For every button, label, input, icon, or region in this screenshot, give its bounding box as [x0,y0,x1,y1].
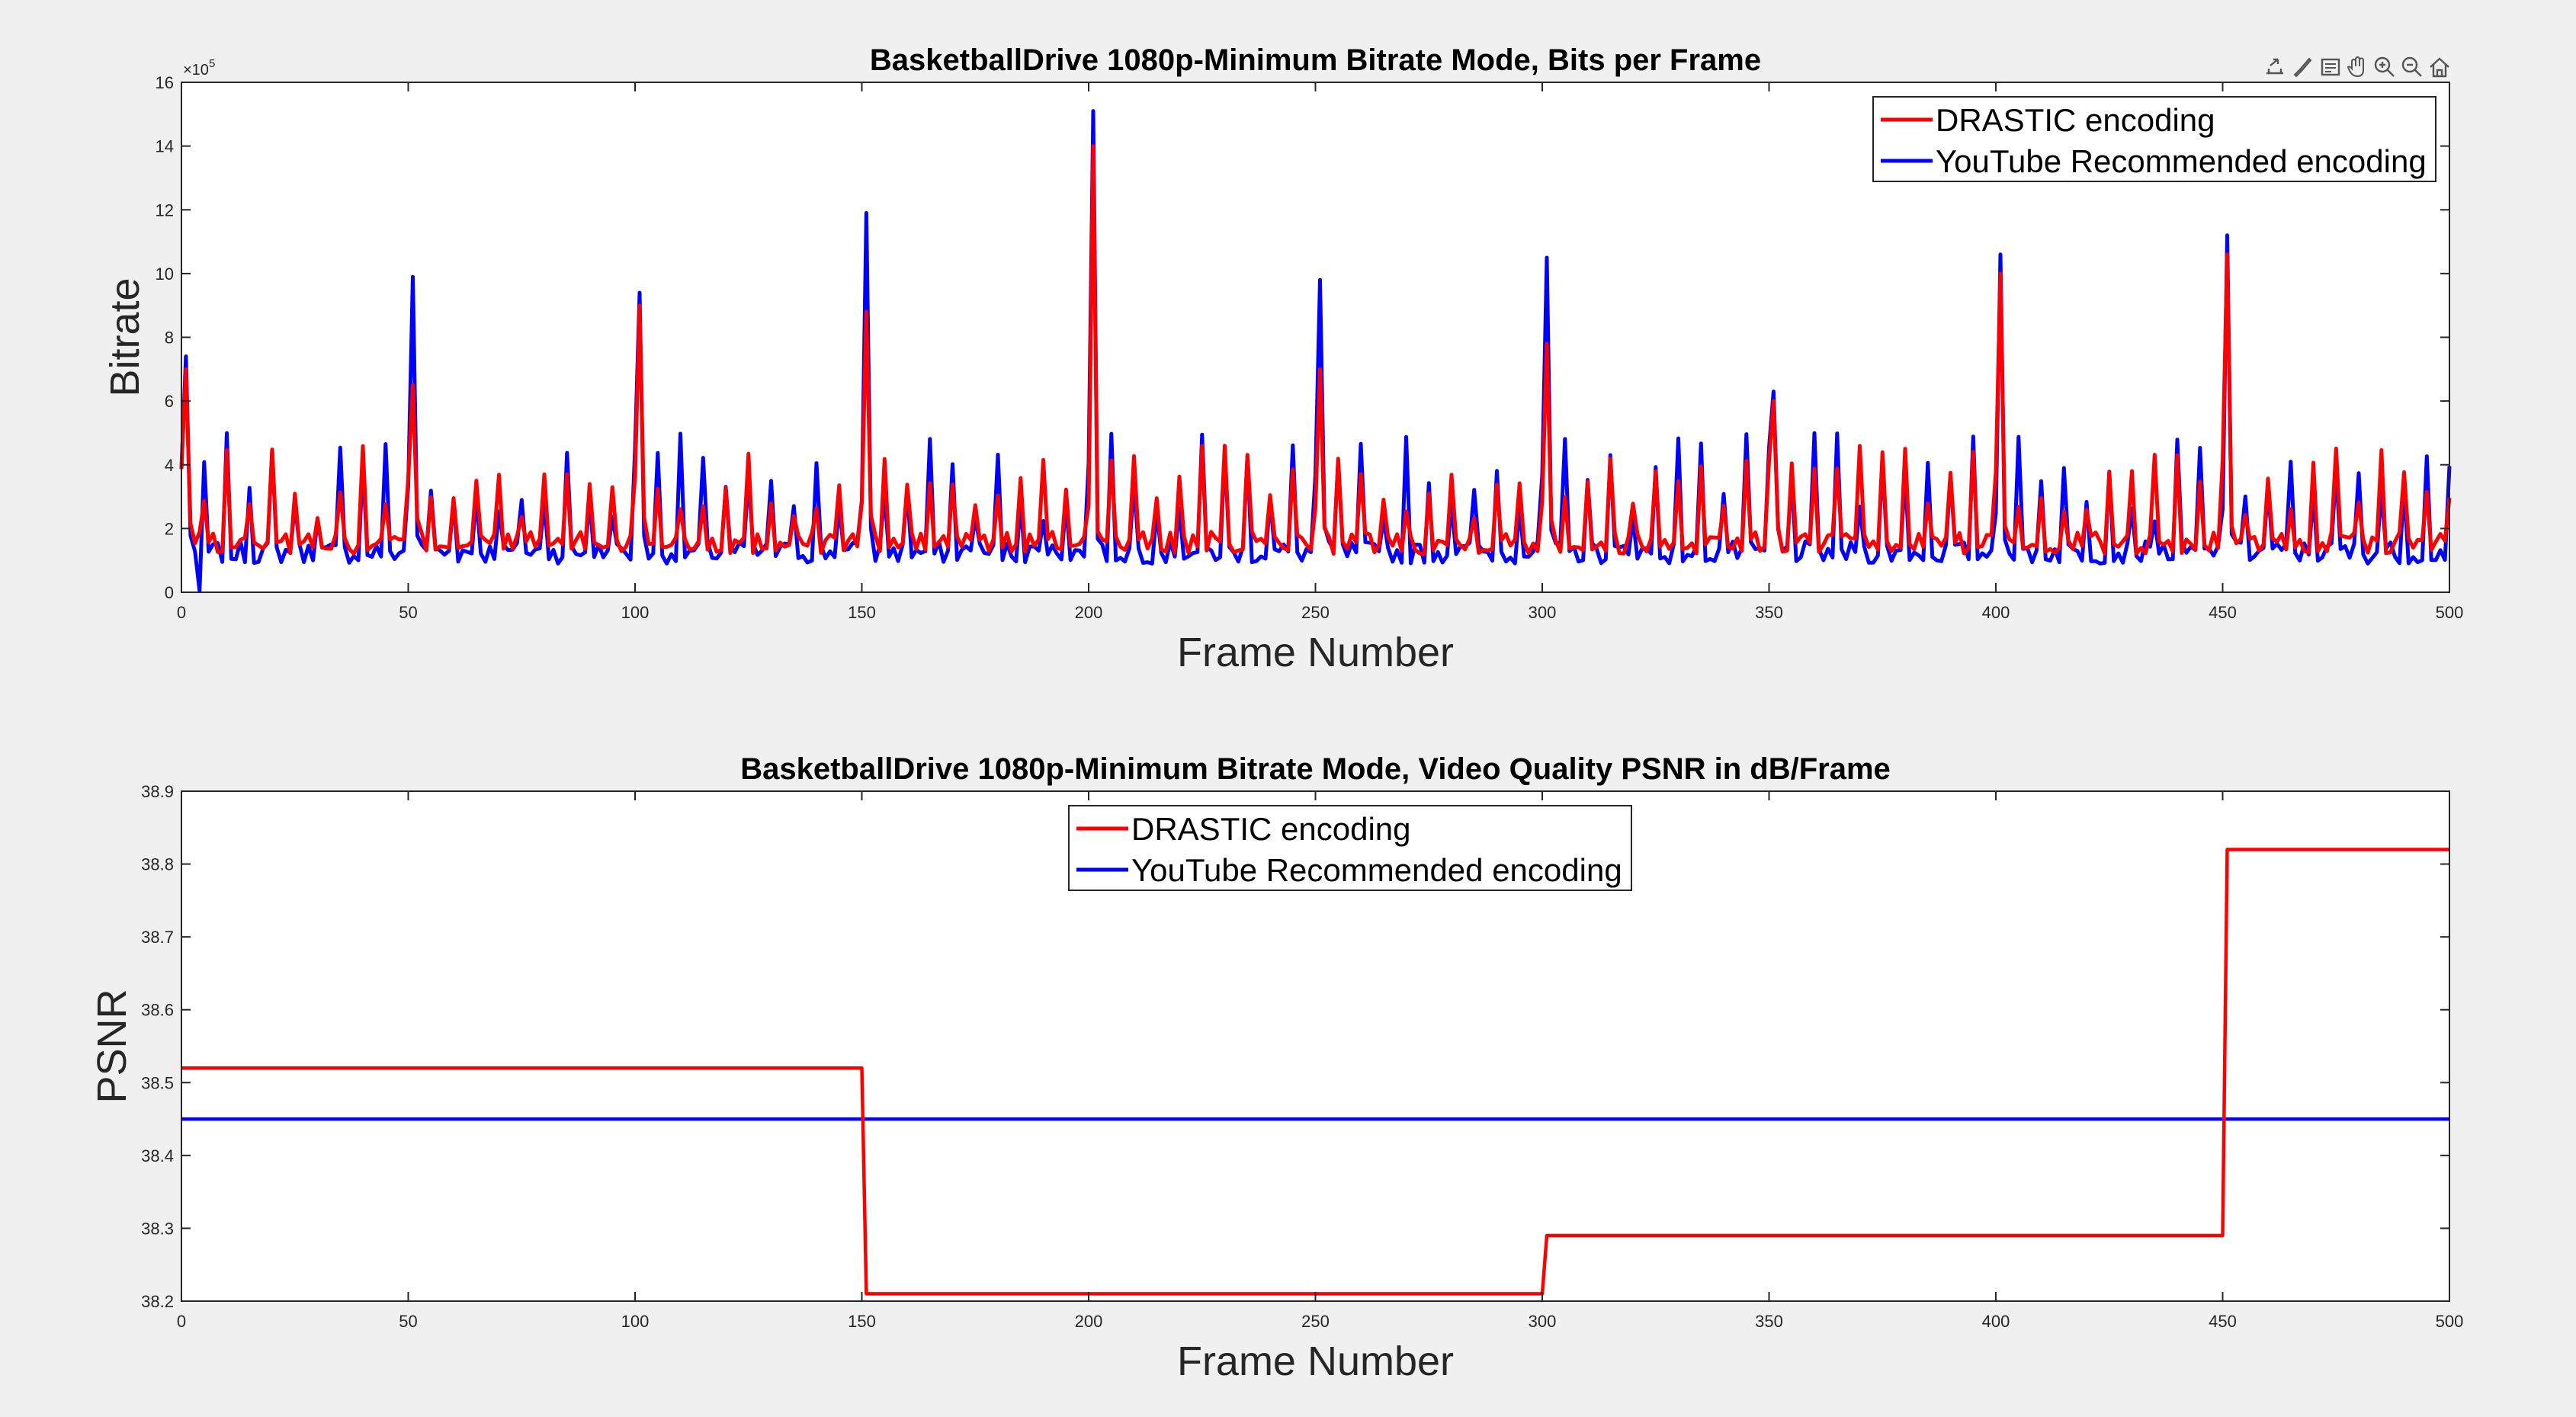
pan-icon[interactable] [2345,55,2369,79]
y-tick-label: 0 [165,583,174,602]
x-tick-label: 100 [621,1312,650,1331]
x-tick-label: 300 [1529,603,1557,622]
legend-box [1068,805,1632,891]
y-tick-label: 38.5 [141,1073,174,1092]
bitrate-series-group [179,109,2452,593]
series-line-drastic [179,144,2452,556]
x-tick-label: 100 [621,603,650,622]
x-tick-label: 150 [848,1312,876,1331]
bitrate-y-exponent-power: 5 [209,57,215,70]
bitrate-x-axis-label: Frame Number [1177,630,1454,675]
x-tick-label: 200 [1075,1312,1103,1331]
psnr-chart-title: BasketballDrive 1080p-Minimum Bitrate Mo… [740,752,1891,786]
y-tick-label: 14 [156,137,174,156]
x-tick-label: 50 [399,1312,417,1331]
x-tick-label: 450 [2209,1312,2237,1331]
legend-entry-label: YouTube Recommended encoding [1936,143,2427,179]
x-tick-label: 150 [848,603,876,622]
export-icon[interactable] [2263,55,2287,79]
y-tick-label: 6 [165,392,174,411]
brush-icon[interactable] [2290,55,2315,79]
psnr-y-ticks: 38.2 38.3 38.4 38.5 38.6 38.7 38.8 38.9 [141,782,2449,1311]
home-icon[interactable] [2427,55,2452,79]
bitrate-y-exponent-base: ×10 [183,62,209,79]
y-tick-label: 38.2 [141,1292,174,1311]
bitrate-y-ticks: 0 2 4 6 8 10 12 14 16 [156,73,2449,602]
y-tick-label: 38.6 [141,1001,174,1020]
y-tick-label: 38.8 [141,855,174,874]
bitrate-y-axis-label: Bitrate [102,277,148,396]
legend-entry-label: DRASTIC encoding [1131,811,1411,847]
x-tick-label: 350 [1755,603,1783,622]
y-tick-label: 12 [156,200,174,220]
y-tick-label: 2 [165,519,174,538]
data-tip-icon[interactable] [2318,55,2342,79]
psnr-x-axis-label: Frame Number [1177,1338,1454,1384]
y-tick-label: 8 [165,329,174,348]
bitrate-chart-title: BasketballDrive 1080p-Minimum Bitrate Mo… [870,43,1761,77]
bitrate-y-exponent: ×105 [183,57,215,79]
x-tick-label: 400 [1982,1312,2010,1331]
x-tick-label: 200 [1075,603,1103,622]
series-line-drastic [181,848,2449,1296]
zoom-in-icon[interactable] [2372,55,2397,79]
psnr-y-axis-label: PSNR [89,989,135,1103]
x-tick-label: 0 [177,603,186,622]
bitrate-x-ticks: 0 50 100 150 200 250 300 350 400 450 500 [177,82,2463,622]
x-tick-label: 450 [2209,603,2237,622]
x-tick-label: 400 [1982,603,2010,622]
zoom-out-icon[interactable] [2400,55,2424,79]
psnr-series-group [181,848,2449,1296]
bitrate-legend[interactable]: DRASTIC encoding YouTube Recommended enco… [1872,96,2436,182]
x-tick-label: 300 [1529,1312,1557,1331]
bitrate-chart: BasketballDrive 1080p-Minimum Bitrate Mo… [102,43,2463,675]
x-tick-label: 50 [399,603,417,622]
axes-toolbar [2263,55,2452,79]
legend-box [1872,96,2436,182]
x-tick-label: 500 [2436,1312,2464,1331]
y-tick-label: 10 [156,264,174,284]
legend-entry-label: DRASTIC encoding [1936,102,2215,138]
y-tick-label: 16 [156,73,174,92]
legend-entry-label: YouTube Recommended encoding [1131,852,1622,888]
x-tick-label: 500 [2436,603,2464,622]
y-tick-label: 38.9 [141,782,174,801]
y-tick-label: 38.3 [141,1219,174,1238]
y-tick-label: 38.7 [141,928,174,947]
psnr-chart: BasketballDrive 1080p-Minimum Bitrate Mo… [89,752,2463,1384]
y-tick-label: 4 [165,456,174,475]
y-tick-label: 38.4 [141,1146,174,1165]
x-tick-label: 250 [1301,1312,1330,1331]
x-tick-label: 350 [1755,1312,1783,1331]
x-tick-label: 250 [1301,603,1330,622]
x-tick-label: 0 [177,1312,186,1331]
psnr-x-ticks: 0 50 100 150 200 250 300 350 400 450 500 [177,791,2463,1331]
psnr-legend[interactable]: DRASTIC encoding YouTube Recommended enco… [1068,805,1632,891]
